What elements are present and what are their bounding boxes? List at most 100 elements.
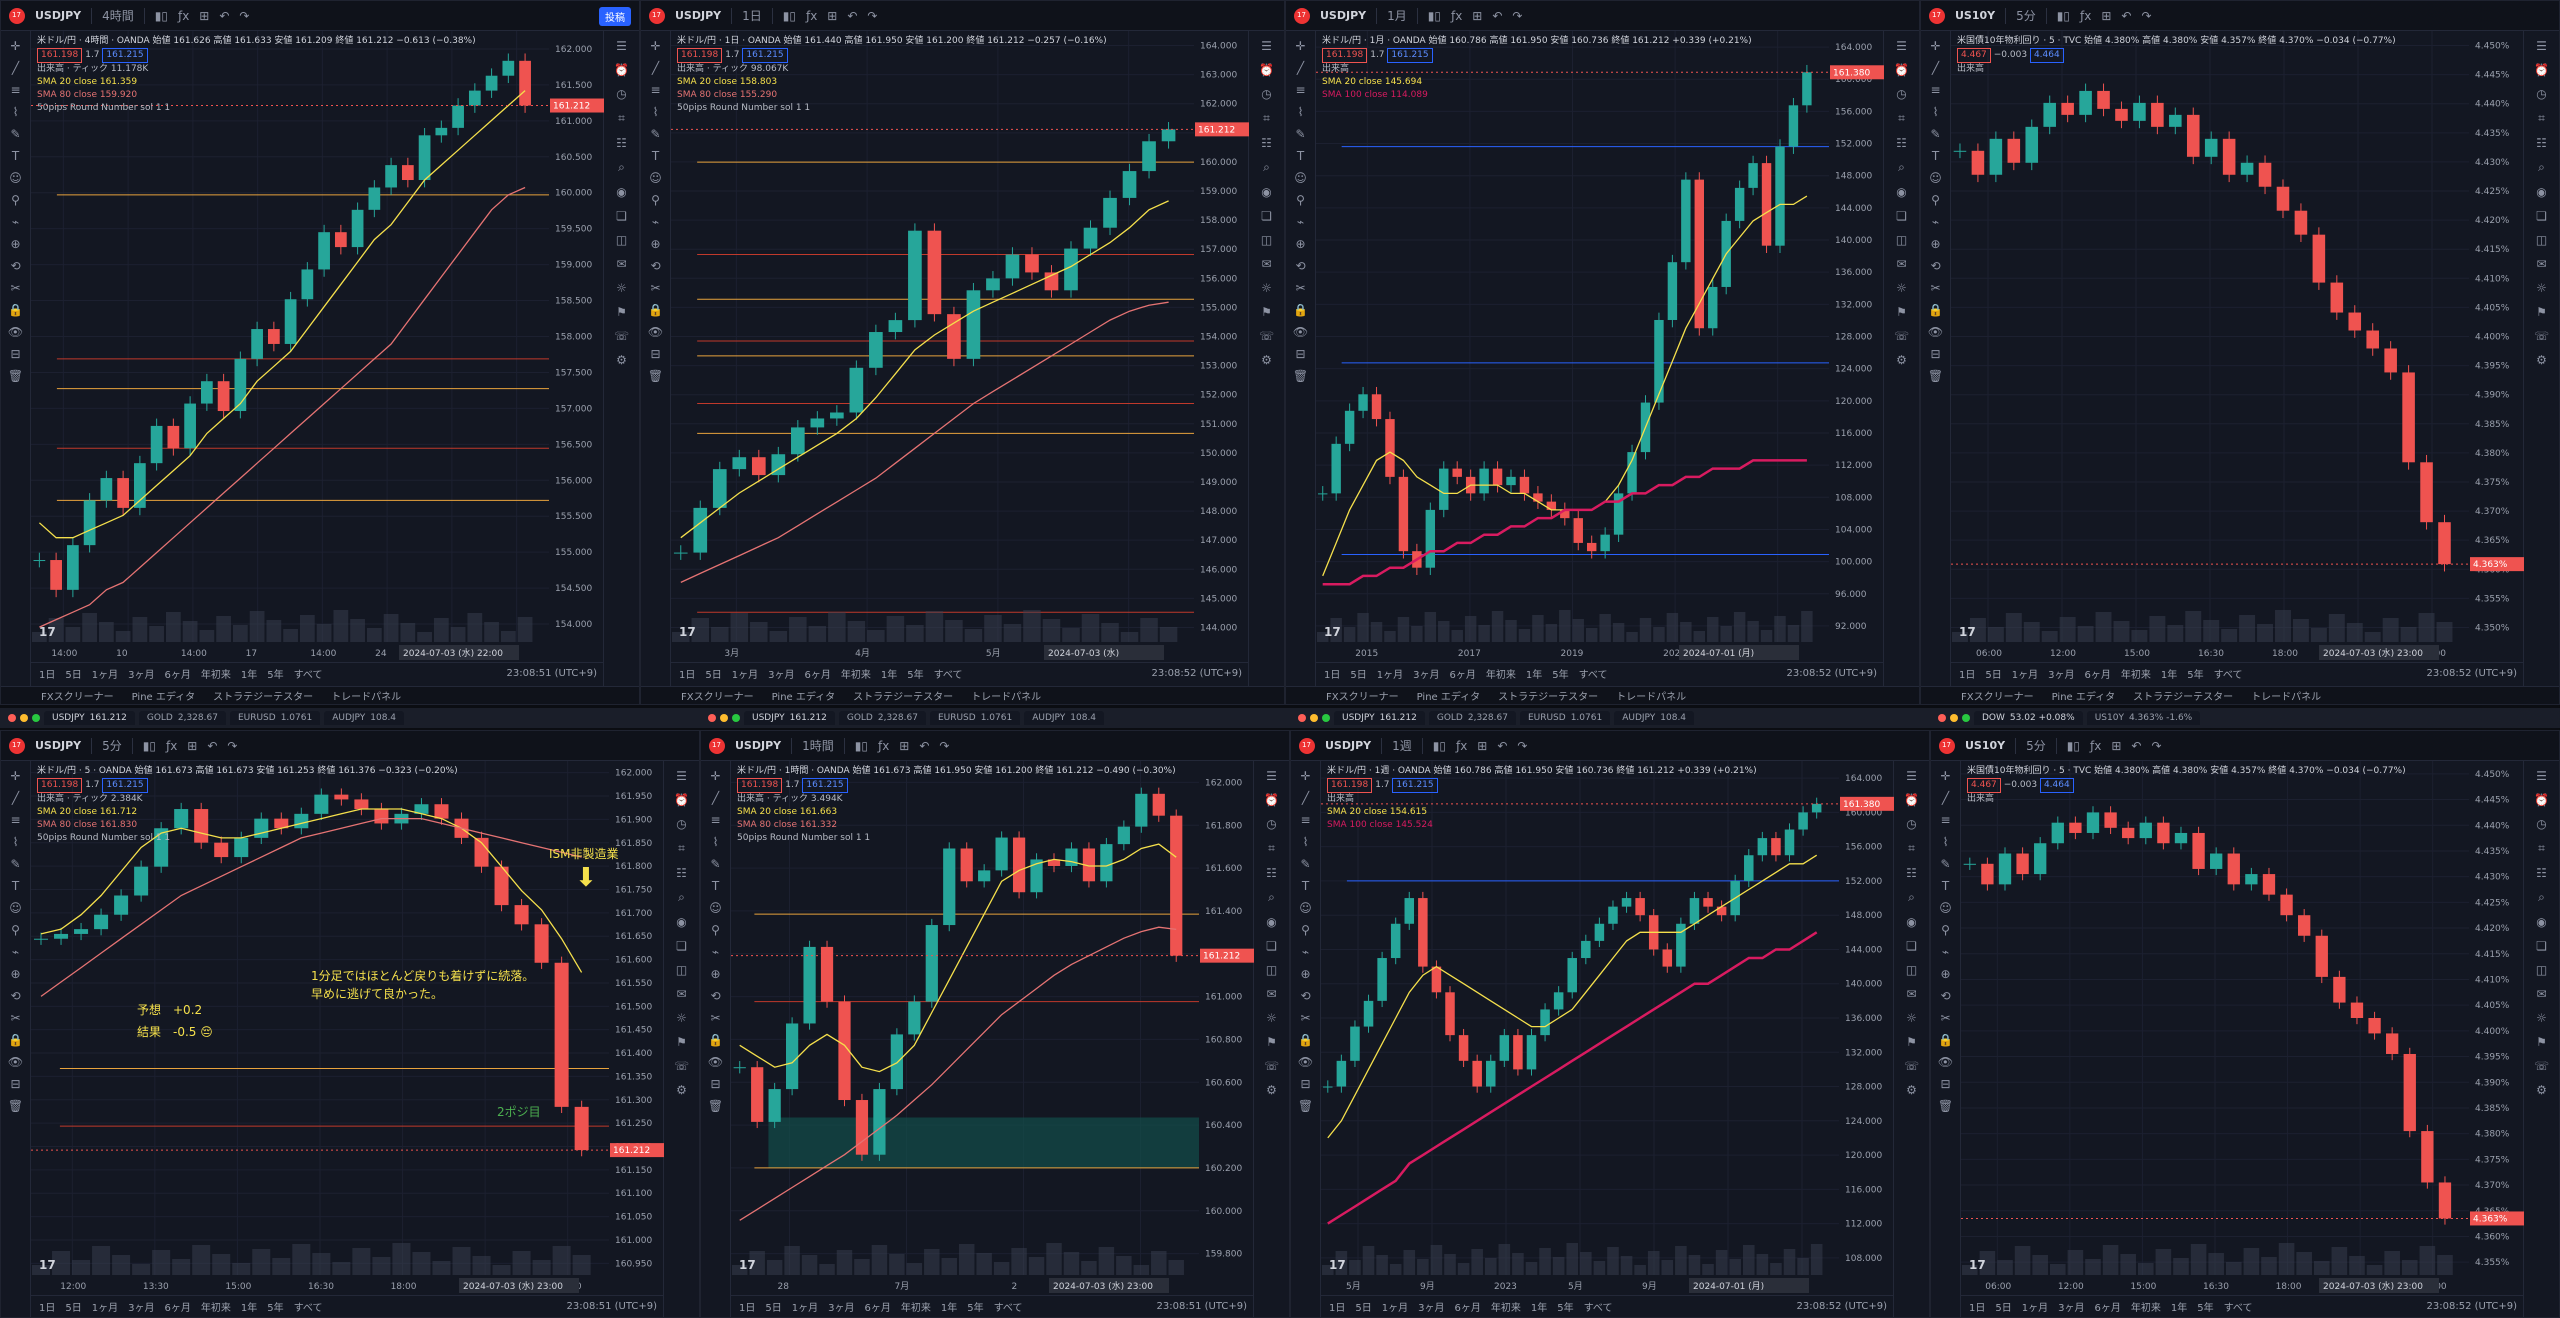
drawing-tool-icon[interactable]: ✛ <box>1300 769 1311 783</box>
app-logo-icon[interactable] <box>1929 7 1945 24</box>
indicator-legend-item[interactable]: SMA 20 close 161.663 <box>737 807 838 817</box>
app-logo-icon[interactable] <box>9 737 25 754</box>
sidebar-widget-icon[interactable]: ☏ <box>613 329 629 343</box>
sidebar-widget-icon[interactable]: ☷ <box>676 866 687 880</box>
drawing-tool-icon[interactable]: ≡ <box>650 83 661 97</box>
range-button[interactable]: 1ヶ月 <box>2011 670 2039 681</box>
sell-button[interactable]: 161.198 <box>37 778 83 793</box>
drawing-tool-icon[interactable]: 🔒 <box>1298 1033 1313 1047</box>
sell-button[interactable]: 4.467 <box>1957 48 1991 63</box>
indicator-legend-item[interactable]: 出来高 <box>1322 64 1350 74</box>
sidebar-widget-icon[interactable]: ☰ <box>2536 769 2547 783</box>
symbol-search[interactable]: USDJPY <box>1325 739 1372 752</box>
sidebar-widget-icon[interactable]: ✉ <box>2536 257 2547 271</box>
drawing-tool-icon[interactable]: ⊟ <box>650 347 661 361</box>
indicators-icon[interactable]: ƒx <box>2090 738 2102 753</box>
sidebar-widget-icon[interactable]: ⏰ <box>2534 63 2549 77</box>
drawing-tool-icon[interactable]: ╱ <box>651 61 660 75</box>
indicator-legend-item[interactable]: SMA 100 close 114.089 <box>1322 90 1428 100</box>
range-button[interactable]: 1ヶ月 <box>91 1303 119 1314</box>
drawing-tool-icon[interactable]: ⌁ <box>1301 945 1310 959</box>
layout-icon[interactable]: ⊞ <box>2111 738 2122 753</box>
drawing-tool-icon[interactable]: ⌇ <box>12 105 19 119</box>
drawing-tool-icon[interactable]: ✎ <box>10 127 21 141</box>
range-button[interactable]: 1年 <box>2160 670 2178 681</box>
buy-button[interactable]: 161.215 <box>1387 48 1433 63</box>
sidebar-widget-icon[interactable]: ⌕ <box>1263 160 1270 174</box>
interval-button[interactable]: 1日 <box>742 9 762 23</box>
range-button[interactable]: 1日 <box>39 670 56 681</box>
sidebar-widget-icon[interactable]: ◉ <box>1896 185 1907 199</box>
sidebar-widget-icon[interactable]: ◷ <box>616 87 627 101</box>
sidebar-widget-icon[interactable]: ✉ <box>676 987 687 1001</box>
sidebar-widget-icon[interactable]: ⚑ <box>1896 305 1907 319</box>
sidebar-widget-icon[interactable]: ☏ <box>1893 329 1909 343</box>
range-button[interactable]: 1日 <box>1959 670 1976 681</box>
sidebar-widget-icon[interactable]: ⚑ <box>2536 1035 2547 1049</box>
undo-icon[interactable]: ↶ <box>2131 738 2142 753</box>
drawing-tool-icon[interactable]: 🗑 <box>7 369 24 383</box>
undo-icon[interactable]: ↶ <box>919 738 930 753</box>
sidebar-widget-icon[interactable]: ⚙ <box>616 353 627 367</box>
price-chart[interactable]: 4.450% 4.445% 4.440% 4.435% 4.430% 4.425% 4.42… <box>1951 31 2525 664</box>
indicator-legend-item[interactable]: SMA 20 close 154.615 <box>1327 807 1428 817</box>
chart-title[interactable]: 米ドル/円 · 1週 · OANDA 始値 160.786 高値 161.950… <box>1327 766 1757 776</box>
sidebar-widget-icon[interactable]: ❏ <box>1906 939 1917 953</box>
range-button[interactable]: 1日 <box>1969 1303 1986 1314</box>
sidebar-widget-icon[interactable]: ⏰ <box>1259 63 1274 77</box>
range-button[interactable]: 6ヶ月 <box>864 1303 891 1314</box>
indicators-icon[interactable]: ƒx <box>2080 8 2092 23</box>
drawing-tool-icon[interactable]: ✂ <box>10 281 21 295</box>
footer-tab-2[interactable]: ストラテジーテスター <box>213 692 314 703</box>
drawing-tool-icon[interactable]: 🔒 <box>8 1033 23 1047</box>
layout-icon[interactable]: ⊞ <box>2101 8 2112 23</box>
sidebar-widget-icon[interactable]: ❏ <box>1261 209 1272 223</box>
range-button[interactable]: 1ヶ月 <box>91 670 119 681</box>
drawing-tool-icon[interactable]: 👁 <box>7 325 24 339</box>
footer-tab-1[interactable]: Pine エディタ <box>2051 692 2116 703</box>
sidebar-widget-icon[interactable]: ⚙ <box>2536 1083 2547 1097</box>
sidebar-widget-icon[interactable]: ⚙ <box>1906 1083 1917 1097</box>
symbol-tab[interactable]: USDJPY 161.212 <box>744 711 835 725</box>
sidebar-widget-icon[interactable]: ☷ <box>2536 136 2547 150</box>
drawing-tool-icon[interactable]: ✂ <box>710 1011 721 1025</box>
footer-tab-0[interactable]: FXスクリーナー <box>41 692 114 703</box>
drawing-tool-icon[interactable]: 🔒 <box>1938 1033 1953 1047</box>
footer-tab-3[interactable]: トレードパネル <box>331 692 402 703</box>
sidebar-widget-icon[interactable]: ☰ <box>1266 769 1277 783</box>
sidebar-widget-icon[interactable]: ◫ <box>1260 233 1273 247</box>
drawing-tool-icon[interactable]: 👁 <box>1297 1055 1314 1069</box>
drawing-tool-icon[interactable]: ☺ <box>649 171 662 185</box>
redo-icon[interactable]: ↷ <box>2151 738 2162 753</box>
range-button[interactable]: 年初来 <box>1490 1303 1521 1314</box>
sidebar-widget-icon[interactable]: ☼ <box>616 281 627 295</box>
sidebar-widget-icon[interactable]: ✉ <box>1906 987 1917 1001</box>
drawing-tool-icon[interactable]: 🔒 <box>8 303 23 317</box>
range-button[interactable]: すべて <box>993 1303 1023 1314</box>
drawing-tool-icon[interactable]: ✎ <box>1930 127 1941 141</box>
indicator-legend-item[interactable]: SMA 20 close 145.694 <box>1322 77 1423 87</box>
range-button[interactable]: 5日 <box>65 670 82 681</box>
range-button[interactable]: 6ヶ月 <box>164 1303 191 1314</box>
drawing-tool-icon[interactable]: 🗑 <box>647 369 664 383</box>
buy-button[interactable]: 161.215 <box>102 48 148 63</box>
indicator-legend-item[interactable]: SMA 80 close 155.290 <box>677 90 778 100</box>
drawing-tool-icon[interactable]: ⊕ <box>10 967 21 981</box>
sidebar-widget-icon[interactable]: ☏ <box>1258 329 1274 343</box>
drawing-tool-icon[interactable]: ╱ <box>1301 791 1310 805</box>
undo-icon[interactable]: ↶ <box>2121 8 2132 23</box>
sidebar-widget-icon[interactable]: ❏ <box>676 939 687 953</box>
drawing-tool-icon[interactable]: ✛ <box>710 769 721 783</box>
sidebar-widget-icon[interactable]: ⚙ <box>2536 353 2547 367</box>
drawing-tool-icon[interactable]: ✛ <box>1930 39 1941 53</box>
range-button[interactable]: 年初来 <box>2130 1303 2161 1314</box>
drawing-tool-icon[interactable]: ⚲ <box>11 923 20 937</box>
indicators-icon[interactable]: ƒx <box>1450 8 1463 23</box>
symbol-search[interactable]: USDJPY <box>35 9 82 22</box>
sidebar-widget-icon[interactable]: ◫ <box>1895 233 1908 247</box>
range-button[interactable]: 5年 <box>2197 1303 2214 1314</box>
drawing-tool-icon[interactable]: ✂ <box>1295 281 1306 295</box>
range-button[interactable]: すべて <box>293 670 323 681</box>
footer-tab-2[interactable]: ストラテジーテスター <box>853 692 954 703</box>
sidebar-widget-icon[interactable]: ⌕ <box>1908 890 1915 904</box>
